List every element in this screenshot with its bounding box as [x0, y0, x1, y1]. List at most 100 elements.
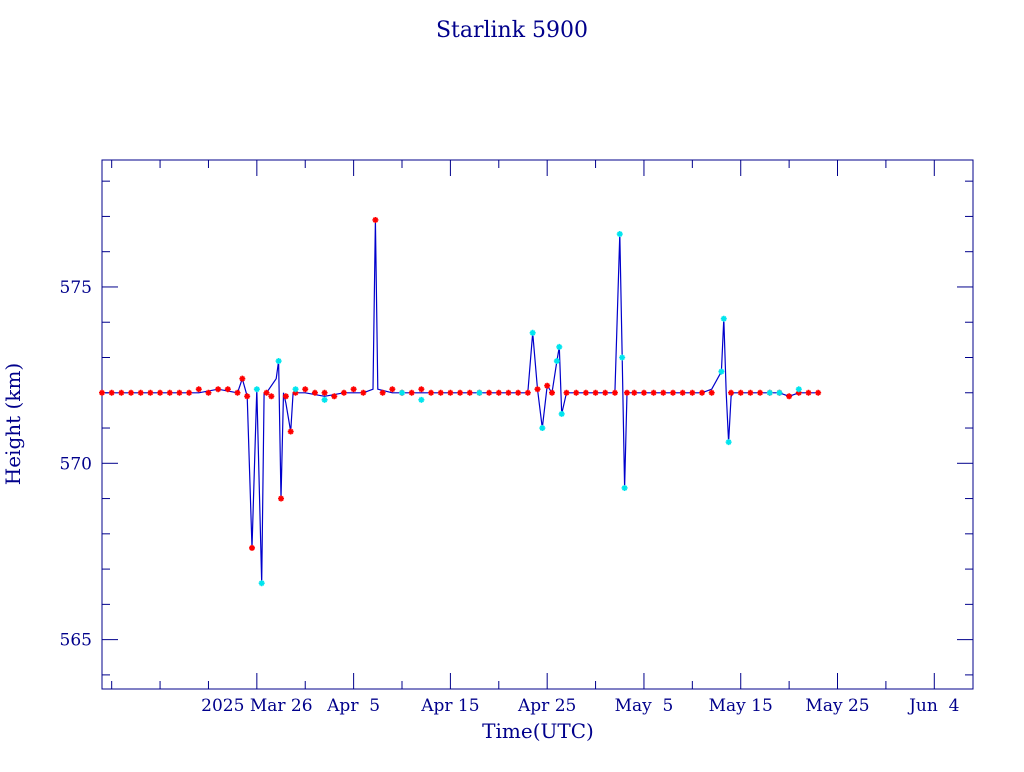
series-a-point: [408, 389, 415, 396]
x-tick-label: Jun 4: [907, 696, 959, 716]
series-a-point: [602, 389, 609, 396]
series-a-point: [186, 389, 193, 396]
x-tick-label: Apr 15: [420, 696, 479, 716]
x-tick-label: May 25: [805, 696, 869, 716]
series-a-point: [573, 389, 580, 396]
series-a-point: [699, 389, 706, 396]
series-a-point: [544, 382, 551, 389]
series-a-point: [592, 389, 599, 396]
series-a-point: [418, 386, 425, 393]
series-a-point: [249, 544, 256, 551]
series-a-point: [679, 389, 686, 396]
series-a-point: [287, 428, 294, 435]
y-axis-label: Height (km): [1, 363, 25, 485]
series-a-point: [631, 389, 638, 396]
series-a-point: [278, 495, 285, 502]
series-b-point: [553, 358, 560, 365]
series-b-point: [616, 231, 623, 238]
series-a-point: [815, 389, 822, 396]
series-b-point: [718, 368, 725, 375]
series-a-point: [650, 389, 657, 396]
series-b-point: [795, 386, 802, 393]
series-a-point: [534, 386, 541, 393]
series-b-point: [321, 396, 328, 403]
series-b-point: [539, 425, 546, 432]
series-a-point: [708, 389, 715, 396]
y-tick-label: 565: [60, 631, 92, 651]
series-a-point: [447, 389, 454, 396]
series-a-point: [563, 389, 570, 396]
x-axis-label: Time(UTC): [482, 719, 594, 743]
series-b-point: [275, 358, 282, 365]
series-a-point: [195, 386, 202, 393]
x-axis-ticks: 2025 Mar 26 Apr 5 Apr 15 Apr 25 May 5 May 15 M…: [111, 160, 959, 716]
series-a-point: [263, 389, 270, 396]
series-a-point: [437, 389, 444, 396]
series-b-point: [399, 389, 406, 396]
series-b-point: [529, 329, 536, 336]
series-a-point: [215, 386, 222, 393]
series-a-point: [466, 389, 473, 396]
series-a-point: [137, 389, 144, 396]
series-b-point: [725, 439, 732, 446]
plot-frame: [101, 159, 974, 690]
series-a-point: [549, 389, 556, 396]
series-a-point: [99, 389, 105, 396]
series-a-point: [321, 389, 328, 396]
y-tick-label: 575: [60, 278, 92, 298]
series-a-point: [795, 389, 802, 396]
series-a-point: [457, 389, 464, 396]
series-a-point: [669, 389, 676, 396]
series-b-point: [258, 580, 265, 587]
series-a-point: [118, 389, 125, 396]
series-markers: [99, 216, 822, 587]
series-a-point: [157, 389, 164, 396]
series-a-point: [486, 389, 493, 396]
series-a-point: [640, 389, 647, 396]
series-a-point: [611, 389, 618, 396]
series-a-point: [495, 389, 502, 396]
series-a-point: [128, 389, 135, 396]
series-a-point: [737, 389, 744, 396]
series-b-point: [776, 389, 783, 396]
series-a-point: [747, 389, 754, 396]
series-b-point: [418, 396, 425, 403]
series-a-point: [176, 389, 183, 396]
series-a-point: [205, 389, 212, 396]
series-a-point: [757, 389, 764, 396]
series-a-point: [311, 389, 318, 396]
series-a-point: [582, 389, 589, 396]
series-a-point: [689, 389, 696, 396]
height-trace-line: [102, 219, 819, 584]
y-axis-ticks: 565 570 575: [60, 180, 973, 676]
series-a-point: [350, 386, 357, 393]
series-a-point: [360, 389, 367, 396]
series-b-point: [476, 389, 483, 396]
x-tick-label: 2025 Mar 26: [201, 696, 312, 716]
series-b-point: [621, 484, 628, 491]
series-a-point: [239, 375, 246, 382]
y-tick-label: 570: [60, 454, 92, 474]
series-a-point: [147, 389, 154, 396]
x-tick-label: Apr 5: [326, 696, 380, 716]
series-a-point: [292, 389, 299, 396]
series-a-point: [515, 389, 522, 396]
series-a-point: [166, 389, 173, 396]
series-line: [102, 219, 819, 584]
series-a-point: [282, 393, 289, 400]
x-tick-label: Apr 25: [517, 696, 576, 716]
series-a-point: [234, 389, 241, 396]
series-a-point: [728, 389, 735, 396]
series-a-point: [524, 389, 531, 396]
series-a-point: [786, 393, 793, 400]
series-a-point: [372, 216, 379, 223]
chart-title: Starlink 5900: [436, 18, 588, 43]
series-a-point: [108, 389, 115, 396]
series-a-point: [428, 389, 435, 396]
series-a-point: [331, 393, 338, 400]
series-a-point: [624, 389, 631, 396]
series-a-point: [805, 389, 812, 396]
series-b-point: [292, 386, 299, 393]
